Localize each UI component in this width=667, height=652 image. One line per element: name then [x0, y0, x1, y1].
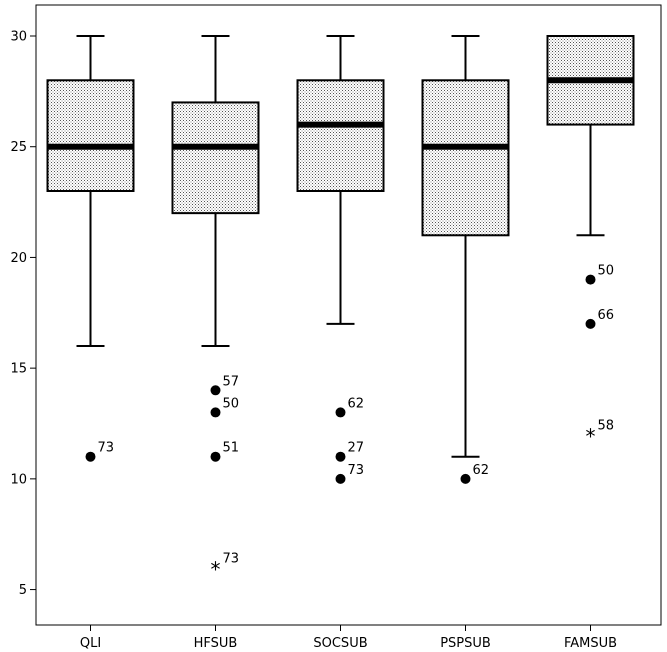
category-label: PSPSUB [440, 636, 491, 651]
y-tick-label: 30 [10, 30, 27, 45]
x-axis: QLI HFSUB SOCSUB PSPSUB FAMSUB [80, 625, 617, 651]
outlier-label: 57 [223, 374, 240, 389]
y-tick-label: 10 [10, 472, 27, 487]
outlier-marker [210, 407, 221, 418]
outlier-label: 58 [598, 419, 615, 434]
outlier-label: 66 [598, 308, 615, 323]
y-tick-label: 5 [19, 583, 27, 598]
outlier-marker [335, 473, 346, 484]
outlier-extreme-marker: * [586, 425, 596, 449]
box-famsub: 50 66 * 58 [546, 35, 635, 449]
outlier-label: 27 [348, 441, 365, 456]
outlier-label: 62 [348, 396, 365, 411]
outlier-marker [335, 407, 346, 418]
outlier-label: 50 [598, 264, 615, 279]
y-tick-label: 20 [10, 251, 27, 266]
category-label: SOCSUB [313, 636, 367, 651]
y-tick-label: 15 [10, 362, 27, 377]
outlier-marker [210, 385, 221, 396]
box-iqr [46, 79, 135, 192]
outlier-marker [210, 451, 221, 462]
outlier-label: 51 [223, 441, 240, 456]
outlier-marker [460, 473, 471, 484]
category-label: FAMSUB [564, 636, 617, 651]
outlier-marker [335, 451, 346, 462]
outlier-label: 73 [98, 441, 115, 456]
category-label: QLI [80, 636, 101, 651]
box-qli: 73 [46, 35, 135, 462]
outlier-label: 73 [348, 463, 365, 478]
box-iqr [421, 79, 510, 237]
outlier-label: 50 [223, 396, 240, 411]
y-axis: 5 10 15 20 25 30 [10, 30, 36, 598]
box-iqr [296, 79, 385, 192]
y-tick-label: 25 [10, 140, 27, 155]
outlier-label: 62 [473, 463, 490, 478]
box-pspsub: 62 [421, 35, 510, 484]
outlier-marker [585, 318, 596, 329]
outlier-extreme-marker: * [211, 557, 221, 581]
category-label: HFSUB [194, 636, 238, 651]
outlier-label: 73 [223, 551, 240, 566]
box-hfsub: 57 50 51 * 73 [171, 35, 260, 581]
outlier-marker [585, 274, 596, 285]
box-iqr [171, 101, 260, 215]
box-socsub: 62 27 73 [296, 35, 385, 484]
plot-frame [35, 4, 662, 626]
outlier-marker [85, 451, 96, 462]
